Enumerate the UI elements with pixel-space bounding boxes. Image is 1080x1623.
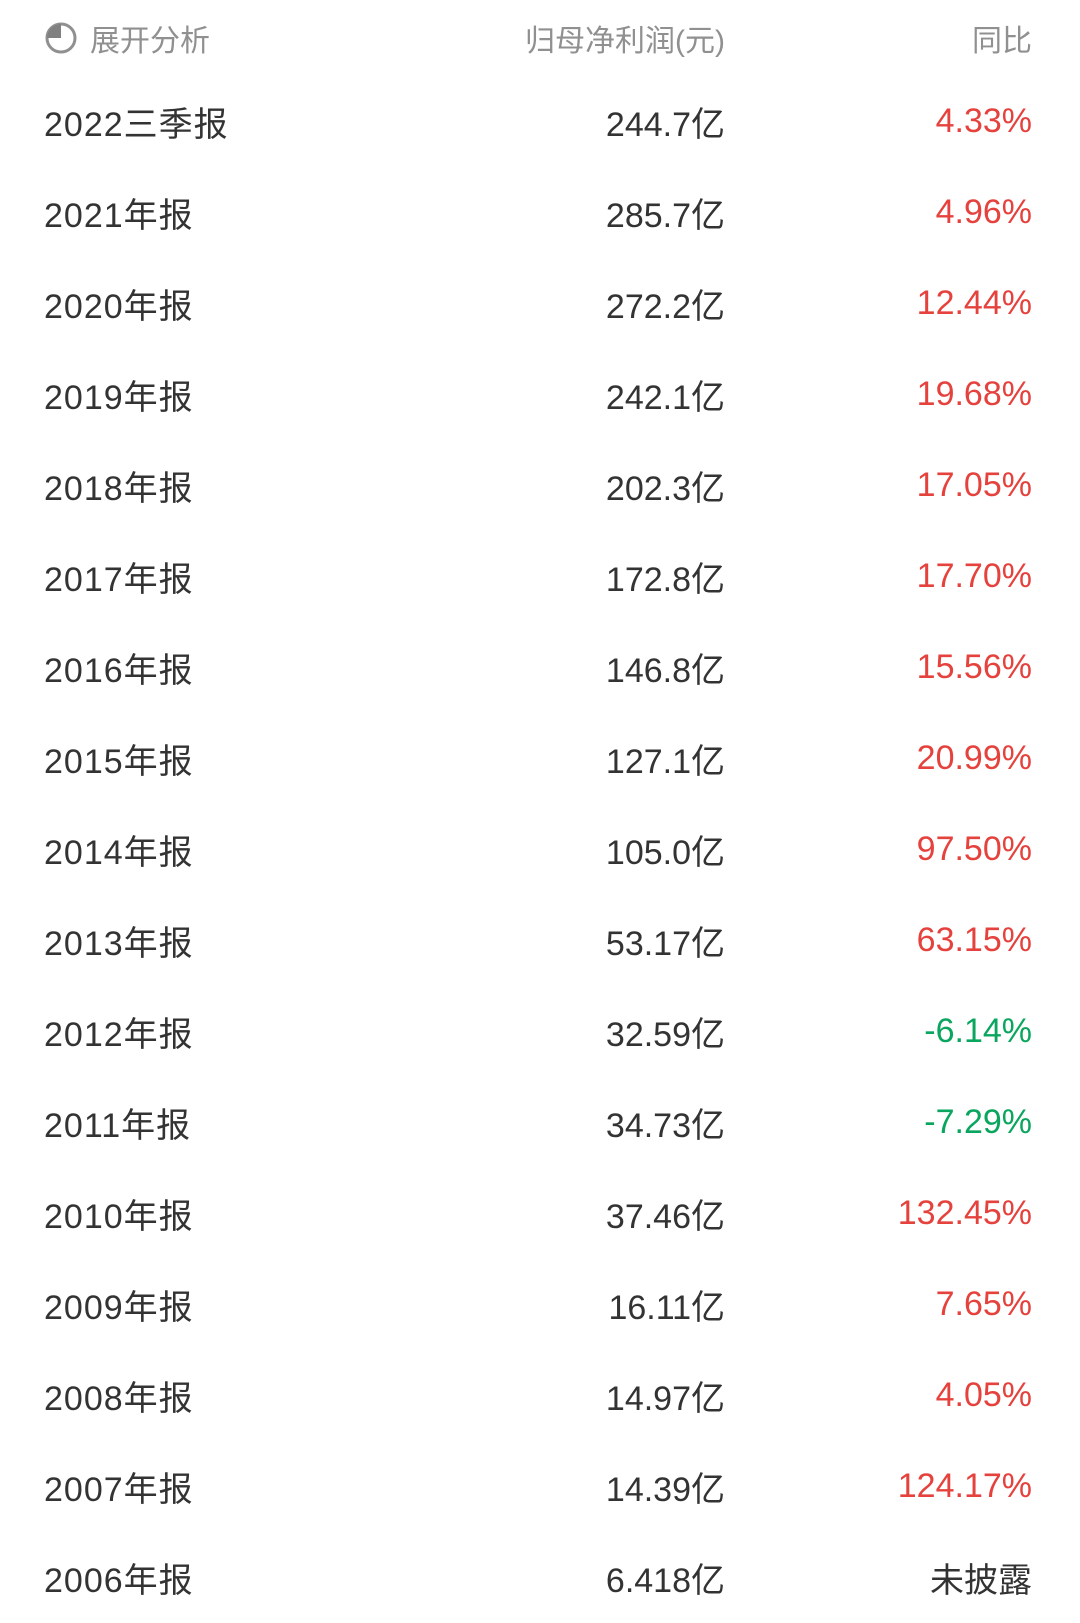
yoy-change-value: 20.99%	[916, 739, 1032, 777]
yoy-change-value: 12.44%	[916, 284, 1032, 322]
yoy-change-value: 4.05%	[935, 1376, 1032, 1414]
report-period-label: 2018年报	[44, 470, 194, 508]
yoy-change-value: 17.05%	[916, 466, 1032, 504]
report-period-label: 2011年报	[44, 1107, 192, 1145]
table-row[interactable]: 2016年报 146.8亿 15.56%	[0, 622, 1080, 713]
table-row[interactable]: 2022三季报 244.7亿 4.33%	[0, 76, 1080, 167]
report-period-label: 2016年报	[44, 652, 194, 690]
report-period-label: 2006年报	[44, 1562, 194, 1600]
report-period-label: 2007年报	[44, 1471, 194, 1509]
yoy-change-value: -7.29%	[924, 1103, 1032, 1141]
column-header-net-profit: 归母净利润(元)	[525, 25, 725, 58]
table-header-row: 展开分析 归母净利润(元) 同比	[0, 0, 1080, 76]
net-profit-value: 14.97亿	[605, 1380, 725, 1418]
yoy-change-value: 17.70%	[916, 557, 1032, 595]
table-body: 2022三季报 244.7亿 4.33% 2021年报 285.7亿 4.96%…	[0, 76, 1080, 1623]
net-profit-value: 285.7亿	[605, 197, 725, 235]
table-row[interactable]: 2006年报 6.418亿 未披露	[0, 1532, 1080, 1623]
yoy-change-value: 132.45%	[897, 1194, 1032, 1232]
expand-analysis-button[interactable]: 展开分析	[44, 16, 344, 60]
net-profit-value: 53.17亿	[605, 925, 725, 963]
report-period-label: 2021年报	[44, 197, 194, 235]
report-period-label: 2015年报	[44, 743, 194, 781]
report-period-label: 2008年报	[44, 1380, 194, 1418]
report-period-label: 2010年报	[44, 1198, 194, 1236]
table-row[interactable]: 2007年报 14.39亿 124.17%	[0, 1441, 1080, 1532]
table-row[interactable]: 2015年报 127.1亿 20.99%	[0, 713, 1080, 804]
net-profit-value: 172.8亿	[605, 561, 725, 599]
net-profit-value: 146.8亿	[605, 652, 725, 690]
column-header-yoy: 同比	[972, 25, 1032, 58]
yoy-change-value: 124.17%	[897, 1467, 1032, 1505]
yoy-change-value: 7.65%	[935, 1285, 1032, 1323]
expand-analysis-label: 展开分析	[90, 25, 210, 58]
yoy-change-value: 63.15%	[916, 921, 1032, 959]
table-row[interactable]: 2013年报 53.17亿 63.15%	[0, 895, 1080, 986]
net-profit-value: 127.1亿	[605, 743, 725, 781]
net-profit-value: 32.59亿	[605, 1016, 725, 1054]
report-period-label: 2012年报	[44, 1016, 194, 1054]
yoy-change-value: 19.68%	[916, 375, 1032, 413]
report-period-label: 2013年报	[44, 925, 194, 963]
net-profit-value: 272.2亿	[605, 288, 725, 326]
report-period-label: 2009年报	[44, 1289, 194, 1327]
report-period-label: 2017年报	[44, 561, 194, 599]
yoy-change-value: 15.56%	[916, 648, 1032, 686]
net-profit-value: 16.11亿	[608, 1289, 725, 1327]
report-period-label: 2022三季报	[44, 106, 229, 144]
table-row[interactable]: 2017年报 172.8亿 17.70%	[0, 531, 1080, 622]
table-row[interactable]: 2018年报 202.3亿 17.05%	[0, 440, 1080, 531]
net-profit-value: 6.418亿	[605, 1562, 725, 1600]
table-row[interactable]: 2011年报 34.73亿 -7.29%	[0, 1077, 1080, 1168]
net-profit-value: 105.0亿	[605, 834, 725, 872]
net-profit-value: 14.39亿	[605, 1471, 725, 1509]
table-row[interactable]: 2014年报 105.0亿 97.50%	[0, 804, 1080, 895]
report-period-label: 2019年报	[44, 379, 194, 417]
table-row[interactable]: 2021年报 285.7亿 4.96%	[0, 167, 1080, 258]
net-profit-value: 242.1亿	[605, 379, 725, 417]
table-row[interactable]: 2010年报 37.46亿 132.45%	[0, 1168, 1080, 1259]
table-row[interactable]: 2020年报 272.2亿 12.44%	[0, 258, 1080, 349]
yoy-change-value: 4.96%	[935, 193, 1032, 231]
yoy-change-value: 97.50%	[916, 830, 1032, 868]
report-period-label: 2020年报	[44, 288, 194, 326]
table-row[interactable]: 2019年报 242.1亿 19.68%	[0, 349, 1080, 440]
table-row[interactable]: 2009年报 16.11亿 7.65%	[0, 1259, 1080, 1350]
net-profit-value: 202.3亿	[605, 470, 725, 508]
yoy-change-value: -6.14%	[924, 1012, 1032, 1050]
pie-chart-icon	[44, 21, 78, 55]
table-row[interactable]: 2012年报 32.59亿 -6.14%	[0, 986, 1080, 1077]
report-period-label: 2014年报	[44, 834, 194, 872]
yoy-change-value: 4.33%	[935, 102, 1032, 140]
net-profit-value: 244.7亿	[605, 106, 725, 144]
net-profit-value: 37.46亿	[605, 1198, 725, 1236]
table-row[interactable]: 2008年报 14.97亿 4.05%	[0, 1350, 1080, 1441]
net-profit-value: 34.73亿	[605, 1107, 725, 1145]
yoy-change-value: 未披露	[930, 1562, 1032, 1600]
